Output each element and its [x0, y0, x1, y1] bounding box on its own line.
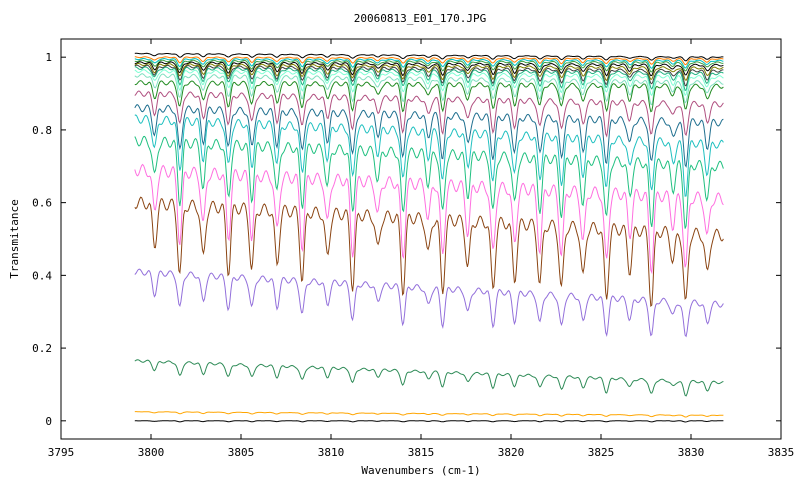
spectrum-series-line [134, 63, 724, 82]
spectrum-series-line [134, 80, 724, 113]
spectrum-series-line [134, 61, 724, 77]
spectrum-series-line [134, 196, 724, 308]
x-tick-label: 3815 [408, 446, 435, 459]
spectrum-series-line [134, 359, 724, 397]
spectrum-series-line [134, 59, 724, 73]
spectrum-series-line [134, 268, 724, 338]
x-tick-label: 3830 [678, 446, 705, 459]
y-tick-label: 0.6 [32, 197, 52, 210]
spectrum-series-line [134, 66, 724, 92]
spectrum-series-line [134, 411, 724, 418]
spectrum-series-line [134, 56, 724, 66]
y-tick-label: 0.4 [32, 269, 52, 282]
y-axis: 0 0.2 0.4 0.6 0.8 1 [32, 51, 781, 428]
spectrum-series-line [134, 104, 724, 168]
y-tick-label: 1 [45, 51, 52, 64]
spectrum-series-line [134, 114, 724, 197]
x-tick-label: 3835 [768, 446, 795, 459]
x-tick-label: 3805 [228, 446, 255, 459]
x-tick-label: 3825 [588, 446, 615, 459]
x-axis-label: Wavenumbers (cm-1) [361, 464, 480, 477]
y-tick-label: 0 [45, 415, 52, 428]
spectrum-series-line [134, 135, 724, 229]
series-group [134, 52, 724, 423]
y-tick-label: 0.2 [32, 342, 52, 355]
x-tick-label: 3800 [138, 446, 165, 459]
spectrum-series-line [134, 57, 724, 69]
x-tick-label: 3795 [48, 446, 75, 459]
y-axis-label: Transmitance [8, 199, 21, 278]
spectrum-series-line [134, 64, 724, 87]
spectrum-series-line [134, 73, 724, 106]
x-axis: 3795 3800 3805 3810 3815 3820 3825 3830 3835 [48, 39, 795, 459]
x-tick-label: 3810 [318, 446, 345, 459]
spectrum-series-line [134, 69, 724, 97]
spectrum-series-line [134, 163, 724, 275]
chart-title: 20060813_E01_170.JPG [354, 12, 486, 25]
spectrum-series-line [134, 52, 724, 62]
spectrum-series-line [134, 420, 724, 423]
y-tick-label: 0.8 [32, 124, 52, 137]
spectrum-series-line [134, 90, 724, 138]
x-tick-label: 3820 [498, 446, 525, 459]
plot-frame [60, 38, 782, 440]
